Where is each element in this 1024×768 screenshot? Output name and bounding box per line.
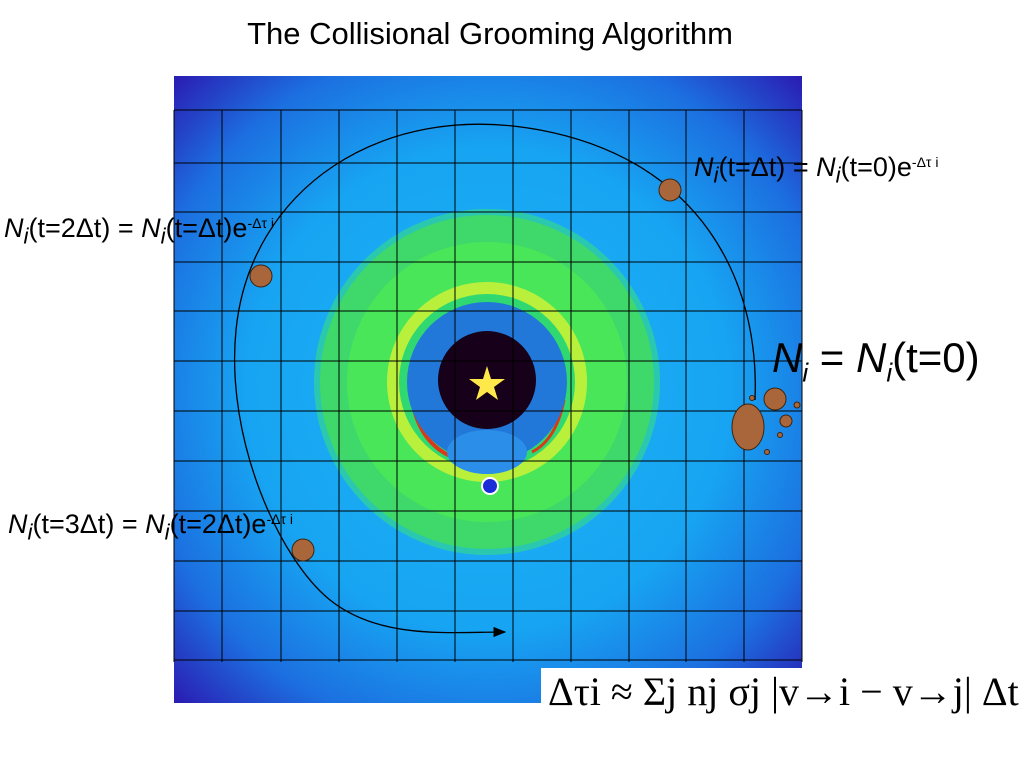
label-subscript: i — [27, 519, 33, 545]
label-symbol-n: N — [145, 509, 165, 539]
particle-t1 — [658, 178, 682, 202]
label-exponent: -Δτ i — [911, 154, 939, 170]
label-equals: = — [121, 509, 138, 539]
label-subscript: i — [160, 223, 166, 249]
label-rhs: (t=0)e — [840, 152, 912, 182]
label-equals: = — [819, 334, 845, 381]
label-symbol-n: N — [8, 509, 28, 539]
label-arg: (t=0) — [892, 334, 980, 381]
particle-cluster-t0 — [731, 387, 801, 455]
label-t1: Ni(t=Δt) = Ni(t=0)e-Δτ i — [694, 152, 938, 188]
label-symbol-n: N — [694, 152, 714, 182]
particle-t2 — [249, 264, 273, 288]
blue-gap-lobe — [447, 430, 527, 474]
label-t2: Ni(t=2Δt) = Ni(t=Δt)e-Δτ i — [4, 213, 274, 249]
label-symbol-n: N — [816, 152, 836, 182]
label-equals: = — [792, 152, 809, 182]
label-t0: Ni = Ni(t=0) — [772, 334, 980, 388]
label-subscript: i — [164, 519, 170, 545]
page-title: The Collisional Grooming Algorithm — [247, 16, 733, 51]
label-subscript: i — [886, 357, 893, 388]
particle-t3 — [291, 538, 315, 562]
planet-dot — [481, 477, 499, 495]
orbit-path — [234, 123, 756, 638]
label-symbol-n: N — [141, 213, 161, 243]
label-subscript: i — [713, 162, 719, 188]
formula-box — [541, 668, 931, 768]
label-exponent: -Δτ i — [247, 215, 274, 231]
label-symbol-n: N — [856, 334, 887, 381]
label-arg: (t=Δt) — [718, 152, 786, 182]
label-t3: Ni(t=3Δt) = Ni(t=2Δt)e-Δτ i — [8, 509, 293, 545]
label-rhs: (t=2Δt)e — [169, 509, 267, 539]
label-equals: = — [117, 213, 134, 243]
grid — [173, 109, 803, 662]
label-symbol-n: N — [772, 334, 803, 381]
optical-depth-formula: Δτi ≈ Σj nj σj |v→i − v→j| Δt — [548, 669, 1019, 714]
label-rhs: (t=Δt)e — [165, 213, 248, 243]
label-subscript: i — [802, 357, 809, 388]
label-arg: (t=3Δt) — [32, 509, 115, 539]
label-exponent: -Δτ i — [266, 511, 293, 527]
label-symbol-n: N — [4, 213, 24, 243]
star-icon — [469, 366, 505, 400]
label-subscript: i — [23, 223, 29, 249]
label-subscript: i — [835, 162, 841, 188]
label-arg: (t=2Δt) — [28, 213, 111, 243]
